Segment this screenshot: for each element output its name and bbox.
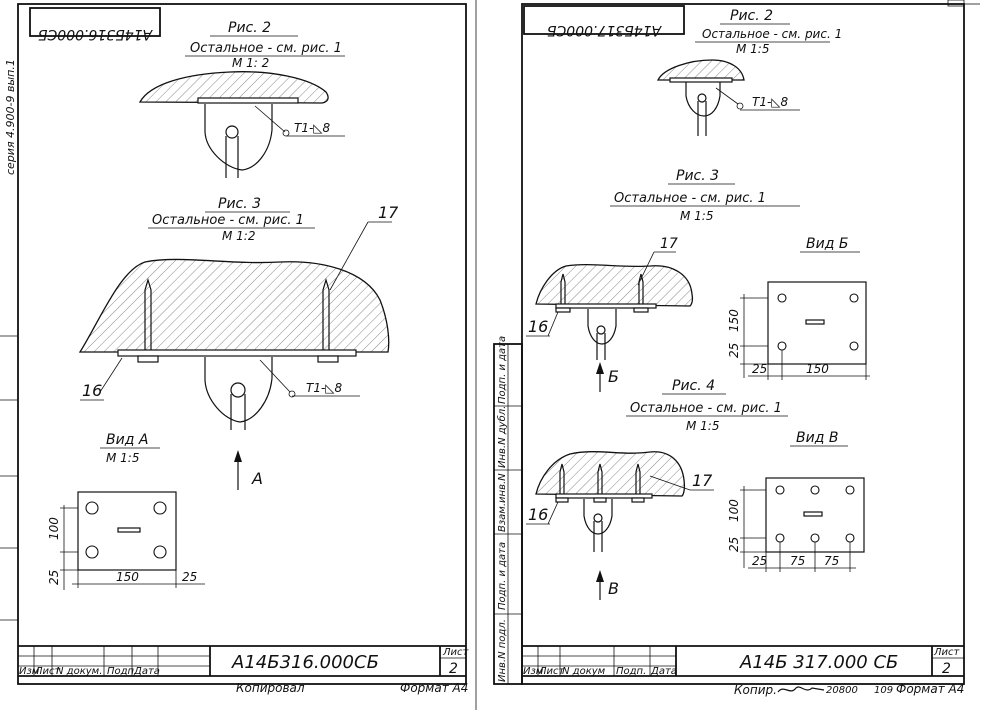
left-copied: Копировал <box>236 681 305 695</box>
right-arrow-v: В <box>608 579 619 598</box>
side-label-3: Инв.N дубл. <box>496 406 508 468</box>
left-dim-25v: 25 <box>47 570 61 585</box>
right-view-b-dim-150h: 150 <box>806 362 829 376</box>
right-view-v-dim-75b: 75 <box>824 554 839 568</box>
right-code-box <box>523 5 685 35</box>
left-frame <box>17 3 467 685</box>
right-view-b-dim-150v: 150 <box>727 309 741 332</box>
left-fig2-slab <box>138 71 329 104</box>
right-fig4-scale: М 1:5 <box>686 419 719 433</box>
left-stamp-sheet-no: 2 <box>449 661 458 677</box>
right-fig3-label-17: 17 <box>660 236 678 252</box>
left-dim-100: 100 <box>47 517 61 540</box>
right-fig2-note: Остальное - см. рис. 1 <box>702 27 842 41</box>
right-title-block: Изм Лист N докум Подп. Дата А14Б 317.000… <box>522 645 964 677</box>
left-arrow-a: А <box>251 469 263 488</box>
left-view-title: Вид А <box>106 432 148 448</box>
left-sheet: серия 4.900-9 вып.1 А14Б316.000СБ Рис. 2… <box>0 3 470 695</box>
left-format: Формат А4 <box>400 681 468 695</box>
right-stamp-date: Дата <box>650 666 677 677</box>
right-view-v-title: Вид В <box>796 430 838 446</box>
right-stamp-sign: Подп. <box>616 666 646 677</box>
left-stamp-list: Лист <box>34 666 62 677</box>
right-order2: 109 <box>874 685 893 696</box>
left-view-scale: М 1:5 <box>106 451 139 465</box>
right-stamp-doc: N докум <box>562 666 606 677</box>
right-fig2-title: Рис. 2 <box>730 8 773 24</box>
left-stamp-date: Дата <box>133 666 160 677</box>
right-sheet: А14Б317.000СБ Рис. 2 Остальное - см. рис… <box>493 0 980 697</box>
left-stamp-doc: N докум. <box>56 666 102 677</box>
right-view-b-dim-25v: 25 <box>727 343 741 358</box>
left-fig2-title: Рис. 2 <box>228 20 271 36</box>
left-fig3-note: Остальное - см. рис. 1 <box>152 213 304 228</box>
left-fig3-title: Рис. 3 <box>218 196 261 212</box>
right-view-v-dim-100: 100 <box>727 499 741 522</box>
right-stamp-sheet-label: Лист <box>933 647 961 658</box>
side-label-4: Подп. и дата <box>497 336 508 404</box>
right-fig2-scale: М 1:5 <box>736 42 769 56</box>
right-fig3-note: Остальное - см. рис. 1 <box>614 191 766 206</box>
right-stamp-change: Изм <box>523 666 544 677</box>
right-view-b-title: Вид Б <box>806 236 848 252</box>
right-format: Формат А4 <box>896 682 964 696</box>
right-order: 20800 <box>826 685 858 696</box>
side-label-2: Взам.инв.N <box>497 473 508 532</box>
right-side-stamp: Инв.N подл. Подп. и дата Взам.инв.N Инв.… <box>493 336 523 685</box>
right-view-b-plate <box>767 281 867 365</box>
left-stamp-sheet-label: Лист <box>442 647 470 658</box>
left-code-box <box>29 7 161 37</box>
left-fig2-note: Остальное - см. рис. 1 <box>190 41 342 56</box>
right-fig3-slab <box>535 263 694 307</box>
left-stamp-sign: Подп. <box>107 666 137 677</box>
left-fig3-label-16: 16 <box>82 381 102 400</box>
right-stamp-sheet-no: 2 <box>942 661 951 677</box>
right-view-v-dim-75a: 75 <box>790 554 805 568</box>
right-copied: Копир. <box>734 683 777 697</box>
right-fig4-label-17: 17 <box>692 471 713 490</box>
right-view-v-dim-25h: 25 <box>752 554 767 568</box>
right-fig4-note: Остальное - см. рис. 1 <box>630 401 782 416</box>
signature <box>777 686 825 693</box>
left-title-block: Изм Лист N докум. Подп. Дата А14Б316.000… <box>18 645 470 677</box>
left-stamp-change: Изм <box>19 666 40 677</box>
left-dim-25h: 25 <box>182 570 197 584</box>
right-fig4-title: Рис. 4 <box>672 378 715 394</box>
right-stamp-list: Лист <box>538 666 566 677</box>
left-fig2-scale: М 1: 2 <box>232 56 269 70</box>
right-fig4-slab <box>535 451 686 497</box>
right-fig3-title: Рис. 3 <box>676 168 719 184</box>
side-label-0: Инв.N подл. <box>497 619 508 682</box>
right-arrow-b: Б <box>608 367 619 386</box>
right-fig3-scale: М 1:5 <box>680 209 713 223</box>
left-fig3-slab <box>78 258 390 353</box>
right-fig2-slab <box>656 59 745 81</box>
left-fig3-label-17: 17 <box>378 203 399 222</box>
left-fig2-weld: Т1-◺8 <box>294 121 331 135</box>
left-code-mirrored: А14Б316.000СБ <box>38 26 153 42</box>
right-fig2-weld: Т1-◺8 <box>752 95 789 109</box>
right-fig3-label-16: 16 <box>528 317 548 336</box>
right-view-b-dim-25h: 25 <box>752 362 767 376</box>
series-label: серия 4.900-9 вып.1 <box>4 59 17 175</box>
left-stamp-code: А14Б316.000СБ <box>231 652 379 673</box>
left-fig3-scale: М 1:2 <box>222 229 255 243</box>
right-stamp-code: А14Б 317.000 СБ <box>739 652 898 673</box>
side-label-1: Подп. и дата <box>497 542 508 610</box>
right-code-mirrored: А14Б317.000СБ <box>547 22 662 38</box>
left-view-plate <box>77 491 177 571</box>
right-fig4-label-16: 16 <box>528 505 548 524</box>
right-view-v-dim-25v: 25 <box>727 537 741 552</box>
left-fig3-weld: Т1-◺8 <box>306 381 343 395</box>
left-dim-150: 150 <box>116 570 139 584</box>
